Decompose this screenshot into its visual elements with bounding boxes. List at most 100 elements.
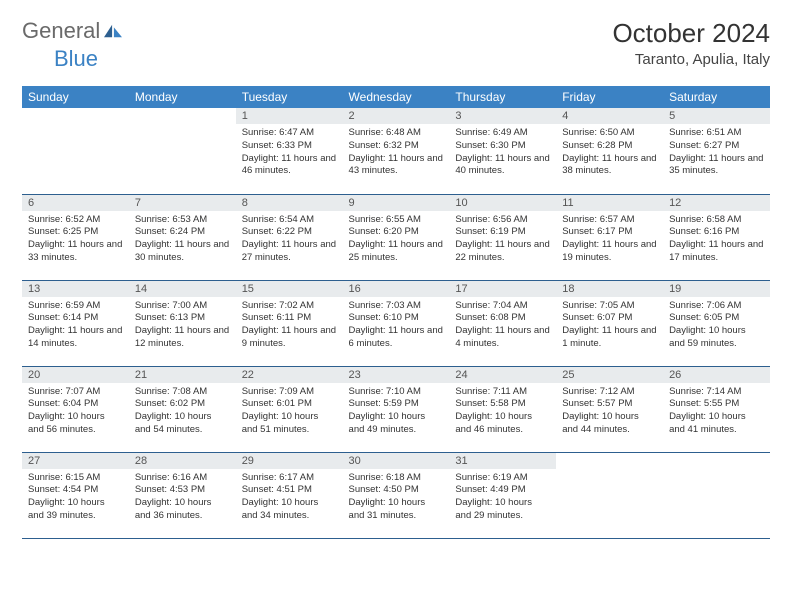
- day-details: Sunrise: 7:04 AMSunset: 6:08 PMDaylight:…: [449, 297, 556, 355]
- calendar-cell: 21Sunrise: 7:08 AMSunset: 6:02 PMDayligh…: [129, 366, 236, 452]
- day-number: 30: [343, 453, 450, 469]
- day-details: Sunrise: 6:56 AMSunset: 6:19 PMDaylight:…: [449, 211, 556, 269]
- calendar-cell: 1Sunrise: 6:47 AMSunset: 6:33 PMDaylight…: [236, 108, 343, 194]
- calendar-cell: 5Sunrise: 6:51 AMSunset: 6:27 PMDaylight…: [663, 108, 770, 194]
- day-details: Sunrise: 7:12 AMSunset: 5:57 PMDaylight:…: [556, 383, 663, 441]
- day-details: Sunrise: 6:54 AMSunset: 6:22 PMDaylight:…: [236, 211, 343, 269]
- day-number: 29: [236, 453, 343, 469]
- calendar-cell: 3Sunrise: 6:49 AMSunset: 6:30 PMDaylight…: [449, 108, 556, 194]
- day-number: 24: [449, 367, 556, 383]
- calendar-cell: [556, 452, 663, 538]
- weekday-header: Tuesday: [236, 86, 343, 108]
- day-details: Sunrise: 6:15 AMSunset: 4:54 PMDaylight:…: [22, 469, 129, 527]
- calendar-table: SundayMondayTuesdayWednesdayThursdayFrid…: [22, 86, 770, 539]
- day-details: Sunrise: 6:19 AMSunset: 4:49 PMDaylight:…: [449, 469, 556, 527]
- calendar-cell: 14Sunrise: 7:00 AMSunset: 6:13 PMDayligh…: [129, 280, 236, 366]
- day-details: Sunrise: 6:57 AMSunset: 6:17 PMDaylight:…: [556, 211, 663, 269]
- calendar-week-row: 6Sunrise: 6:52 AMSunset: 6:25 PMDaylight…: [22, 194, 770, 280]
- day-details: Sunrise: 6:51 AMSunset: 6:27 PMDaylight:…: [663, 124, 770, 182]
- calendar-week-row: 20Sunrise: 7:07 AMSunset: 6:04 PMDayligh…: [22, 366, 770, 452]
- day-details: Sunrise: 7:10 AMSunset: 5:59 PMDaylight:…: [343, 383, 450, 441]
- day-details: Sunrise: 7:05 AMSunset: 6:07 PMDaylight:…: [556, 297, 663, 355]
- day-details: Sunrise: 6:49 AMSunset: 6:30 PMDaylight:…: [449, 124, 556, 182]
- day-details: Sunrise: 7:02 AMSunset: 6:11 PMDaylight:…: [236, 297, 343, 355]
- logo-text-2: Blue: [54, 46, 98, 71]
- calendar-cell: 10Sunrise: 6:56 AMSunset: 6:19 PMDayligh…: [449, 194, 556, 280]
- calendar-week-row: 1Sunrise: 6:47 AMSunset: 6:33 PMDaylight…: [22, 108, 770, 194]
- day-details: Sunrise: 7:09 AMSunset: 6:01 PMDaylight:…: [236, 383, 343, 441]
- day-number: 13: [22, 281, 129, 297]
- calendar-cell: 16Sunrise: 7:03 AMSunset: 6:10 PMDayligh…: [343, 280, 450, 366]
- day-number: 20: [22, 367, 129, 383]
- calendar-cell: 7Sunrise: 6:53 AMSunset: 6:24 PMDaylight…: [129, 194, 236, 280]
- day-number: 16: [343, 281, 450, 297]
- day-number: 17: [449, 281, 556, 297]
- calendar-cell: [663, 452, 770, 538]
- calendar-cell: 26Sunrise: 7:14 AMSunset: 5:55 PMDayligh…: [663, 366, 770, 452]
- calendar-cell: 22Sunrise: 7:09 AMSunset: 6:01 PMDayligh…: [236, 366, 343, 452]
- day-details: Sunrise: 7:06 AMSunset: 6:05 PMDaylight:…: [663, 297, 770, 355]
- logo-text-1: General: [22, 18, 100, 44]
- calendar-cell: 9Sunrise: 6:55 AMSunset: 6:20 PMDaylight…: [343, 194, 450, 280]
- day-details: Sunrise: 7:03 AMSunset: 6:10 PMDaylight:…: [343, 297, 450, 355]
- day-number: 26: [663, 367, 770, 383]
- day-number: 23: [343, 367, 450, 383]
- calendar-cell: 31Sunrise: 6:19 AMSunset: 4:49 PMDayligh…: [449, 452, 556, 538]
- calendar-page: General October 2024 Taranto, Apulia, It…: [0, 0, 792, 557]
- day-number: 12: [663, 195, 770, 211]
- calendar-cell: 19Sunrise: 7:06 AMSunset: 6:05 PMDayligh…: [663, 280, 770, 366]
- logo-sail-icon: [104, 24, 122, 38]
- day-number: 28: [129, 453, 236, 469]
- day-number: 22: [236, 367, 343, 383]
- day-details: Sunrise: 6:58 AMSunset: 6:16 PMDaylight:…: [663, 211, 770, 269]
- calendar-week-row: 13Sunrise: 6:59 AMSunset: 6:14 PMDayligh…: [22, 280, 770, 366]
- day-number: 18: [556, 281, 663, 297]
- calendar-cell: 29Sunrise: 6:17 AMSunset: 4:51 PMDayligh…: [236, 452, 343, 538]
- day-details: Sunrise: 6:50 AMSunset: 6:28 PMDaylight:…: [556, 124, 663, 182]
- day-number: 25: [556, 367, 663, 383]
- weekday-header: Sunday: [22, 86, 129, 108]
- day-number: 3: [449, 108, 556, 124]
- day-details: Sunrise: 6:16 AMSunset: 4:53 PMDaylight:…: [129, 469, 236, 527]
- day-details: Sunrise: 7:00 AMSunset: 6:13 PMDaylight:…: [129, 297, 236, 355]
- day-details: Sunrise: 6:55 AMSunset: 6:20 PMDaylight:…: [343, 211, 450, 269]
- weekday-header: Wednesday: [343, 86, 450, 108]
- day-details: Sunrise: 6:18 AMSunset: 4:50 PMDaylight:…: [343, 469, 450, 527]
- day-number: 11: [556, 195, 663, 211]
- day-details: Sunrise: 6:17 AMSunset: 4:51 PMDaylight:…: [236, 469, 343, 527]
- calendar-cell: 13Sunrise: 6:59 AMSunset: 6:14 PMDayligh…: [22, 280, 129, 366]
- calendar-cell: 30Sunrise: 6:18 AMSunset: 4:50 PMDayligh…: [343, 452, 450, 538]
- calendar-cell: [22, 108, 129, 194]
- calendar-cell: 2Sunrise: 6:48 AMSunset: 6:32 PMDaylight…: [343, 108, 450, 194]
- calendar-cell: 12Sunrise: 6:58 AMSunset: 6:16 PMDayligh…: [663, 194, 770, 280]
- day-number: 31: [449, 453, 556, 469]
- day-details: Sunrise: 7:11 AMSunset: 5:58 PMDaylight:…: [449, 383, 556, 441]
- location-text: Taranto, Apulia, Italy: [612, 51, 770, 68]
- day-number: 14: [129, 281, 236, 297]
- calendar-cell: 4Sunrise: 6:50 AMSunset: 6:28 PMDaylight…: [556, 108, 663, 194]
- day-details: Sunrise: 7:08 AMSunset: 6:02 PMDaylight:…: [129, 383, 236, 441]
- day-number: 1: [236, 108, 343, 124]
- weekday-header: Monday: [129, 86, 236, 108]
- calendar-cell: 20Sunrise: 7:07 AMSunset: 6:04 PMDayligh…: [22, 366, 129, 452]
- calendar-cell: [129, 108, 236, 194]
- day-number: 10: [449, 195, 556, 211]
- day-number: 4: [556, 108, 663, 124]
- day-number: 15: [236, 281, 343, 297]
- day-details: Sunrise: 6:47 AMSunset: 6:33 PMDaylight:…: [236, 124, 343, 182]
- day-details: Sunrise: 6:53 AMSunset: 6:24 PMDaylight:…: [129, 211, 236, 269]
- day-details: Sunrise: 7:14 AMSunset: 5:55 PMDaylight:…: [663, 383, 770, 441]
- brand-logo: General: [22, 18, 124, 44]
- weekday-header-row: SundayMondayTuesdayWednesdayThursdayFrid…: [22, 86, 770, 108]
- calendar-cell: 24Sunrise: 7:11 AMSunset: 5:58 PMDayligh…: [449, 366, 556, 452]
- calendar-cell: 8Sunrise: 6:54 AMSunset: 6:22 PMDaylight…: [236, 194, 343, 280]
- day-number: 21: [129, 367, 236, 383]
- title-block: October 2024 Taranto, Apulia, Italy: [612, 18, 770, 68]
- day-details: Sunrise: 6:59 AMSunset: 6:14 PMDaylight:…: [22, 297, 129, 355]
- day-number: 2: [343, 108, 450, 124]
- calendar-cell: 23Sunrise: 7:10 AMSunset: 5:59 PMDayligh…: [343, 366, 450, 452]
- day-number: 8: [236, 195, 343, 211]
- calendar-cell: 11Sunrise: 6:57 AMSunset: 6:17 PMDayligh…: [556, 194, 663, 280]
- day-details: Sunrise: 7:07 AMSunset: 6:04 PMDaylight:…: [22, 383, 129, 441]
- calendar-cell: 28Sunrise: 6:16 AMSunset: 4:53 PMDayligh…: [129, 452, 236, 538]
